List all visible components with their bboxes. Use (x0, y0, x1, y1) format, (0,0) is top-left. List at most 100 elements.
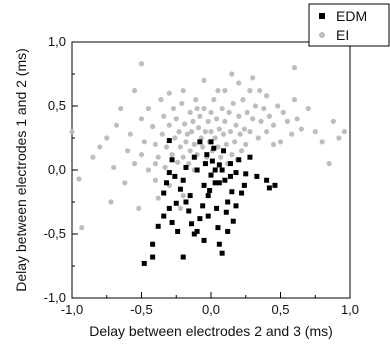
edm-point (225, 199, 231, 205)
ei-point (181, 121, 188, 127)
edm-point (225, 228, 231, 234)
edm-point (175, 228, 181, 234)
ei-point (177, 205, 184, 211)
edm-point (183, 164, 189, 170)
edm-point (173, 200, 179, 206)
ei-point (236, 113, 242, 119)
edm-point (211, 145, 217, 151)
ei-point (227, 129, 234, 135)
edm-point (180, 254, 186, 260)
edm-point (230, 218, 236, 224)
edm-point (200, 203, 206, 209)
edm-point (180, 177, 186, 183)
ei-point (240, 97, 246, 103)
edm-point (191, 231, 197, 237)
edm-point (150, 241, 156, 247)
ei-point (319, 139, 325, 145)
ei-point (264, 93, 270, 99)
edm-point (219, 250, 225, 256)
ei-point (247, 88, 253, 94)
ei-point (163, 144, 170, 150)
edm-point (212, 167, 218, 173)
ei-point (243, 141, 249, 147)
ei-point (111, 164, 117, 171)
ei-point (200, 144, 206, 150)
edm-point (191, 154, 197, 160)
ei-point (222, 118, 228, 124)
ei-point (173, 116, 179, 122)
ei-point (152, 141, 158, 147)
ei-point (175, 159, 181, 165)
edm-point (150, 254, 156, 260)
y-tick-label: 0,0 (48, 162, 66, 177)
ei-point (298, 126, 304, 132)
ei-point (104, 135, 110, 141)
ei-point (305, 105, 311, 112)
edm-point (233, 203, 239, 209)
ei-point (122, 180, 128, 186)
y-tick-label: 1,0 (48, 34, 66, 49)
edm-point (266, 185, 272, 191)
ei-point (232, 139, 238, 145)
edm-point (177, 186, 183, 192)
legend-ei-marker (319, 32, 325, 38)
ei-point (280, 109, 286, 115)
edm-point (164, 180, 170, 186)
ei-point (238, 148, 245, 154)
ei-point (218, 154, 224, 160)
ei-point (252, 103, 259, 109)
edm-point (169, 157, 175, 163)
ei-point (138, 152, 145, 158)
ei-point (261, 105, 267, 112)
ei-point (152, 161, 158, 167)
ei-point (131, 161, 138, 167)
ei-point (275, 103, 281, 109)
ei-point (155, 154, 161, 160)
ei-point (213, 116, 220, 122)
ei-point (190, 118, 196, 124)
edm-point (216, 180, 222, 186)
edm-point (222, 177, 228, 183)
ei-point (118, 105, 124, 112)
edm-point (172, 173, 178, 179)
ei-point (152, 177, 158, 183)
edm-point (201, 237, 207, 243)
x-axis-title: Delay between electrodes 2 and 3 (ms) (89, 323, 333, 339)
ei-point (184, 131, 190, 137)
ei-point (226, 109, 232, 115)
ei-point (155, 195, 161, 201)
legend-box (308, 3, 390, 47)
ei-point (237, 131, 243, 137)
ei-point (145, 167, 152, 173)
y-tick-label: -0,5 (44, 226, 66, 241)
edm-point (205, 213, 211, 219)
edm-point (194, 167, 200, 173)
ei-point (289, 131, 295, 137)
plot-area: -1,0 -0,5 0,0 0,5 1,0 -1,0 -0,5 0,0 0,5 1,0 (44, 34, 359, 317)
edm-point (166, 170, 172, 176)
edm-point (169, 219, 175, 225)
ei-series (69, 61, 348, 231)
ei-point (258, 118, 264, 124)
x-tick-label: -0,5 (130, 302, 152, 317)
ei-point (291, 97, 297, 103)
ei-point (113, 122, 120, 128)
ei-point (266, 113, 272, 119)
legend-edm-label: EDM (336, 8, 367, 24)
legend-ei-label: EI (336, 27, 349, 43)
ei-point (212, 135, 218, 141)
ei-point (179, 100, 185, 107)
x-tick-label: 1,0 (341, 302, 359, 317)
ei-point (161, 113, 167, 119)
ei-point (230, 100, 236, 107)
edm-point (208, 139, 214, 145)
edm-point (254, 173, 260, 179)
edm-point (221, 148, 227, 154)
edm-point (216, 241, 222, 247)
edm-point (208, 172, 214, 178)
ei-point (108, 199, 114, 205)
ei-point (211, 97, 217, 103)
edm-point (205, 193, 211, 199)
legend-edm-marker (319, 13, 325, 19)
